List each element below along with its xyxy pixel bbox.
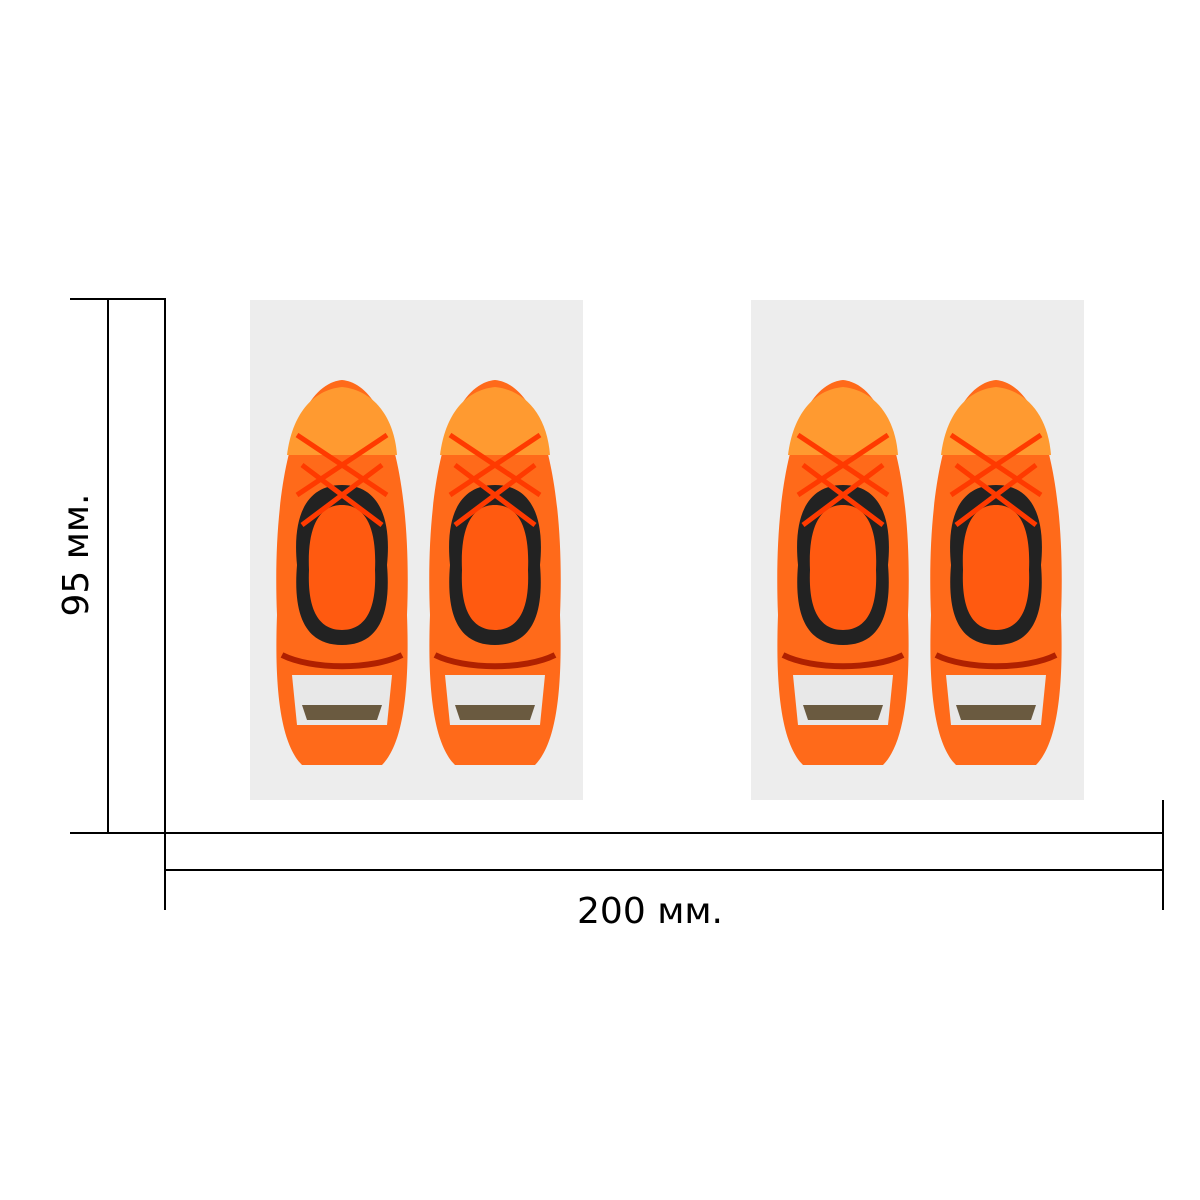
photo-right	[751, 300, 1084, 800]
width-dimension: 200 мм.	[164, 800, 1164, 932]
height-label: 95 мм.	[56, 493, 97, 616]
photo-left	[250, 300, 583, 800]
width-label: 200 мм.	[577, 891, 723, 932]
height-dimension: 95 мм.	[56, 298, 166, 834]
